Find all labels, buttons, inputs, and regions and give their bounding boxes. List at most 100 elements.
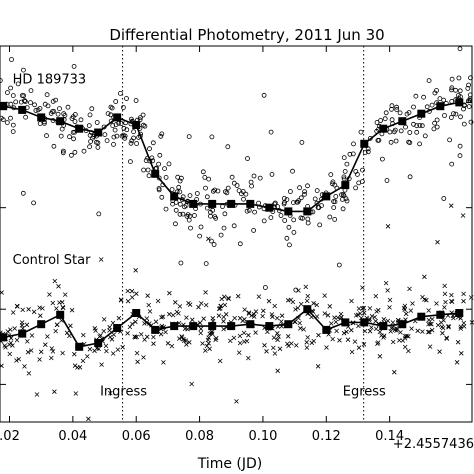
hd-189733-point — [353, 169, 359, 174]
control-star-point — [183, 338, 189, 343]
control-star-point — [373, 318, 378, 324]
hd-189733-point — [212, 187, 218, 193]
control-star-point — [213, 337, 218, 343]
hd-189733-point — [213, 215, 219, 221]
hd-189733-point — [78, 117, 84, 123]
hd-189733-point — [379, 156, 385, 162]
control-star-point — [442, 291, 448, 297]
hd-189733-point — [204, 194, 210, 200]
hd-189733-point — [457, 153, 463, 159]
control-star-point — [430, 316, 435, 322]
control-star-point — [197, 320, 203, 326]
control-star-point — [165, 341, 171, 346]
control-star-point — [26, 307, 31, 312]
hd-189733-point — [145, 167, 151, 173]
x-axis-ticks: .02 0.04 0.06 0.08 0.10 0.12 0.14 — [0, 46, 404, 444]
control-star-point — [440, 330, 445, 336]
hd-189733-point — [69, 152, 74, 158]
control-star-point — [374, 309, 379, 314]
hd-189733-point — [87, 132, 93, 138]
control-star-point — [461, 291, 466, 297]
control-star-point — [129, 295, 135, 300]
hd-189733-point — [149, 155, 155, 161]
control-star-point — [201, 316, 206, 321]
hd-189733-point — [286, 224, 292, 230]
control-star-point — [442, 305, 447, 310]
hd-189733-point — [389, 117, 395, 123]
hd-189733-point — [411, 121, 416, 127]
raw-data-points — [0, 46, 474, 422]
control-star-point — [305, 335, 310, 340]
x-tick-label: 0.10 — [248, 429, 277, 444]
control-star-binned-point — [284, 320, 293, 329]
control-star-point — [196, 304, 201, 310]
hd-189733-point — [62, 113, 68, 118]
hd-189733-point — [156, 161, 162, 167]
hd-189733-point — [121, 105, 126, 110]
control-star-point — [362, 328, 368, 334]
hd-189733-point — [206, 176, 212, 182]
control-star-point — [437, 349, 442, 354]
control-star-binned-point — [265, 322, 274, 331]
control-star-binned-point — [0, 333, 8, 342]
control-star-point — [330, 336, 335, 342]
control-star-point — [422, 297, 427, 302]
hd-189733-binned-point — [94, 128, 103, 137]
hd-189733-point — [302, 191, 307, 197]
hd-189733-point — [278, 213, 284, 218]
control-star-point — [125, 331, 130, 336]
control-star-point — [266, 298, 272, 304]
hd-189733-point — [437, 96, 443, 101]
control-star-point — [392, 327, 398, 333]
hd-189733-point — [362, 150, 368, 156]
hd-189733-point — [248, 179, 254, 185]
control-star-point — [367, 306, 373, 311]
control-star-point — [45, 334, 50, 339]
control-star-point — [177, 304, 183, 309]
control-star-point — [422, 274, 427, 280]
hd-189733-point — [48, 111, 54, 116]
hd-189733-point — [449, 85, 455, 91]
control-star-point — [69, 307, 75, 313]
control-star-point — [190, 317, 195, 323]
control-star-point — [349, 298, 354, 304]
hd-189733-point — [204, 205, 210, 211]
control-star-point — [369, 325, 374, 330]
control-star-point — [155, 298, 161, 304]
control-star-point — [276, 334, 281, 339]
control-star-point — [47, 292, 52, 297]
hd-189733-point — [457, 88, 463, 94]
hd-189733-binned-point — [227, 199, 236, 208]
hd-189733-point — [221, 225, 227, 231]
hd-189733-point — [251, 173, 257, 179]
control-star-point — [352, 339, 358, 344]
control-star-point — [272, 351, 278, 356]
control-star-point — [333, 319, 339, 325]
control-star-point — [355, 312, 361, 318]
control-star-point — [385, 224, 391, 229]
control-star-point — [241, 330, 247, 336]
control-star-point — [246, 355, 251, 361]
hd-189733-point — [208, 238, 214, 244]
hd-189733-point — [268, 129, 274, 135]
control-star-point — [426, 317, 432, 323]
control-star-point — [120, 344, 125, 350]
hd-189733-point — [28, 88, 34, 93]
control-star-point — [275, 368, 280, 374]
control-star-point — [269, 312, 275, 317]
control-star-point — [169, 343, 175, 349]
hd-189733-point — [353, 185, 359, 191]
hd-189733-point — [111, 141, 116, 147]
hd-189733-point — [282, 218, 288, 223]
control-star-point — [62, 292, 68, 297]
control-star-point — [198, 330, 203, 336]
control-star-point — [357, 311, 363, 316]
control-star-point — [232, 315, 237, 321]
hd-189733-point — [184, 213, 190, 219]
hd-189733-point — [208, 213, 213, 219]
control-star-point — [22, 364, 27, 369]
hd-189733-point — [244, 208, 250, 214]
control-star-point — [187, 302, 193, 307]
hd-189733-point — [225, 144, 231, 150]
control-star-point — [174, 309, 180, 315]
